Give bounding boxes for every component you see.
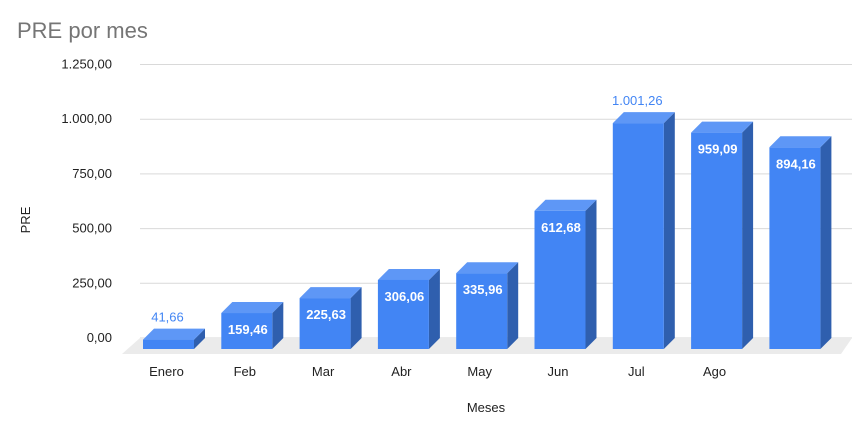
y-tick-label: 500,00	[72, 221, 112, 236]
bar-front	[299, 298, 351, 349]
x-tick-label: May	[467, 364, 492, 379]
bar-front	[534, 210, 586, 349]
data-label: 959,09	[698, 142, 738, 157]
bar-side	[194, 328, 205, 349]
x-tick-label: Enero	[149, 364, 184, 379]
x-tick-label: Ago	[703, 364, 726, 379]
bar-top	[691, 121, 754, 133]
y-axis-label: PRE	[18, 206, 33, 233]
bar	[299, 287, 362, 349]
bar-side	[350, 287, 362, 349]
data-label: 612,68	[541, 220, 581, 235]
data-label: 159,46	[228, 322, 268, 337]
y-tick-label: 1.000,00	[61, 111, 112, 126]
bar-front	[143, 339, 194, 349]
bar-front	[377, 279, 429, 349]
bar-top	[612, 112, 675, 124]
bar	[377, 268, 440, 349]
bar-top	[456, 262, 519, 274]
bar-front	[612, 123, 664, 349]
data-label: 306,06	[385, 289, 425, 304]
bar-front	[691, 132, 743, 349]
x-tick-label: Jul	[628, 364, 645, 379]
y-tick-label: 250,00	[72, 275, 112, 290]
bar	[143, 328, 205, 349]
bar-side	[585, 199, 597, 349]
bar-top	[769, 136, 832, 148]
bar-side	[507, 262, 519, 349]
data-label: 225,63	[306, 307, 346, 322]
y-axis-ticks: 0,00 250,00 500,00 750,00 1.000,00 1.250,00	[61, 57, 112, 346]
x-tick-label: Jun	[548, 364, 569, 379]
bar-top	[534, 199, 597, 211]
bar-side	[428, 268, 440, 349]
x-axis-ticks: Enero Feb Mar Abr May Jun Jul Ago	[149, 364, 726, 379]
bar-top	[143, 328, 205, 340]
x-tick-label: Abr	[391, 364, 412, 379]
bar	[612, 112, 675, 349]
bar	[221, 302, 284, 349]
bar-front	[221, 313, 273, 349]
data-label: 894,16	[776, 156, 816, 171]
bar-side	[742, 121, 754, 349]
y-tick-label: 1.250,00	[61, 57, 112, 72]
data-label: 41,66	[151, 310, 184, 325]
data-labels: 41,66 159,46 225,63 306,06 335,96 612,68 1.001…	[151, 93, 816, 337]
bar-top	[377, 268, 440, 280]
data-label: 1.001,26	[612, 93, 663, 108]
bars	[143, 112, 832, 349]
y-tick-label: 750,00	[72, 166, 112, 181]
bar-front	[769, 147, 821, 349]
data-label: 335,96	[463, 282, 503, 297]
bar-side	[820, 136, 832, 349]
x-tick-label: Feb	[234, 364, 256, 379]
bar	[769, 136, 832, 349]
x-tick-label: Mar	[312, 364, 335, 379]
bar	[534, 199, 597, 349]
bar-top	[299, 287, 362, 299]
y-tick-label: 0,00	[87, 330, 112, 345]
bar-side	[663, 112, 675, 349]
bar-top	[221, 302, 284, 314]
x-axis-label: Meses	[467, 400, 506, 415]
bar	[456, 262, 519, 349]
bar-side	[272, 302, 284, 349]
bar-front	[456, 273, 508, 349]
chart-title: PRE por mes	[17, 18, 148, 43]
bar	[691, 121, 754, 349]
